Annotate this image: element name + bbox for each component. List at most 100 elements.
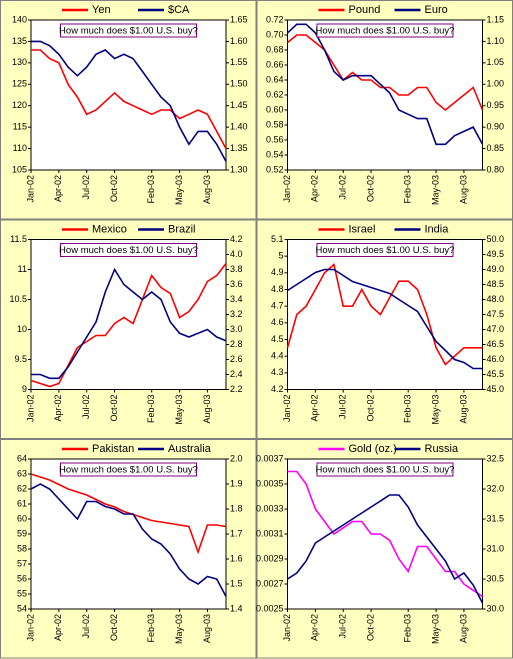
y2-tick-label: 47.5: [487, 309, 505, 319]
x-tick-label: Jul-02: [81, 175, 91, 200]
y-tick-label: 63: [17, 468, 27, 478]
x-tick-label: Feb-03: [146, 175, 156, 204]
x-tick-label: Jan-02: [282, 614, 292, 642]
y2-tick-label: 31.5: [487, 513, 505, 523]
plot-area: [287, 19, 483, 171]
x-tick-label: Feb-03: [146, 395, 156, 424]
x-tick-label: Apr-02: [53, 395, 63, 422]
y2-tick-label: 1.5: [230, 578, 243, 588]
y-tick-label: 64: [17, 453, 27, 463]
x-tick-label: Apr-02: [53, 614, 63, 641]
x-tick-label: Apr-02: [310, 614, 320, 641]
plot-area: [30, 239, 227, 390]
y2-tick-label: 0.85: [487, 143, 505, 153]
y-tick-label: 0.56: [266, 134, 284, 144]
y-tick-label: 10.5: [9, 294, 27, 304]
x-tick-label: Apr-02: [310, 395, 320, 422]
x-tick-label: Jul-02: [338, 175, 348, 200]
y2-tick-label: 1.7: [230, 528, 243, 538]
y2-tick-label: 1.10: [487, 36, 505, 46]
plot-area: [287, 458, 483, 610]
y-tick-label: 0.0037: [256, 453, 284, 463]
legend-label: Russia: [425, 443, 460, 455]
y2-tick-label: 45.5: [487, 369, 505, 379]
y-tick-label: 4.3: [271, 367, 284, 377]
y-tick-label: 11: [18, 264, 27, 274]
y-tick-label: 0.72: [266, 14, 284, 24]
y2-tick-label: 1.60: [230, 36, 248, 46]
annotation: How much does $1.00 U.S. buy?: [59, 26, 198, 37]
y2-tick-label: 30.0: [487, 603, 505, 613]
y-tick-label: 55: [17, 588, 27, 598]
y-tick-label: 11.5: [10, 234, 27, 244]
legend-label: Yen: [92, 4, 111, 16]
x-tick-label: Oct-02: [109, 175, 119, 202]
y2-tick-label: 32.5: [487, 453, 505, 463]
y-tick-label: 4.6: [271, 317, 284, 327]
x-tick-label: Oct-02: [365, 175, 375, 202]
y-tick-label: 4.8: [271, 284, 284, 294]
x-tick-label: May-03: [430, 395, 440, 425]
series-line: [287, 494, 484, 604]
y-tick-label: 62: [17, 483, 27, 493]
x-tick-label: Aug-03: [202, 614, 212, 643]
y-tick-label: 135: [12, 36, 27, 46]
y2-tick-label: 1.8: [230, 503, 243, 513]
legend-label: Brazil: [168, 223, 196, 235]
y-tick-label: 0.0035: [256, 478, 284, 488]
y-tick-label: 59: [17, 528, 27, 538]
x-tick-label: Jul-02: [338, 395, 348, 420]
y2-tick-label: 3.0: [230, 324, 243, 334]
annotation-box: [316, 243, 454, 257]
y-tick-label: 110: [13, 143, 27, 153]
x-tick-label: May-03: [430, 614, 440, 644]
legend-label: Pakistan: [92, 443, 134, 455]
y-tick-label: 5.1: [271, 234, 284, 244]
y-tick-label: 125: [12, 79, 27, 89]
y2-tick-label: 0.80: [487, 164, 505, 174]
series-line: [286, 23, 484, 146]
annotation-box: [60, 23, 197, 38]
series-line: [30, 263, 227, 388]
y2-tick-label: 1.55: [230, 57, 248, 67]
legend-label: Australia: [168, 443, 212, 455]
y2-tick-label: 32.0: [487, 483, 505, 493]
y-tick-label: 56: [17, 573, 27, 583]
y2-tick-label: 2.6: [230, 354, 243, 364]
y-tick-label: 5: [278, 251, 283, 261]
y2-tick-label: 2.8: [230, 339, 243, 349]
y2-tick-label: 1.65: [230, 14, 248, 24]
y-tick-label: 130: [12, 57, 27, 67]
legend-label: Mexico: [92, 223, 127, 235]
y-tick-label: 0.62: [266, 89, 284, 99]
annotation-box: [316, 462, 454, 477]
series-line: [31, 40, 227, 162]
x-tick-label: Feb-03: [403, 175, 413, 204]
y-tick-label: 60: [17, 513, 27, 523]
annotation: How much does $1.00 U.S. buy?: [59, 465, 198, 476]
annotation-box: [60, 243, 197, 257]
y2-tick-label: 31.0: [487, 543, 505, 553]
plot-area: [30, 19, 227, 171]
y2-tick-label: 45.0: [487, 384, 505, 394]
y2-tick-label: 49.5: [487, 249, 505, 259]
y-tick-label: 9: [22, 384, 27, 394]
y-tick-label: 140: [12, 14, 27, 24]
x-tick-label: Feb-03: [146, 614, 156, 643]
x-tick-label: Jul-02: [81, 395, 91, 420]
y2-tick-label: 3.4: [230, 294, 243, 304]
y-tick-label: 0.0029: [256, 553, 284, 563]
plot-area: [30, 458, 227, 610]
y-tick-label: 4.9: [271, 267, 284, 277]
plot-area: [287, 239, 483, 390]
y2-tick-label: 50.0: [487, 234, 505, 244]
y-tick-label: 0.66: [266, 59, 284, 69]
x-tick-label: Jan-02: [25, 614, 35, 642]
series-line: [286, 34, 484, 112]
y2-tick-label: 3.2: [230, 309, 243, 319]
y2-tick-label: 1.30: [230, 164, 248, 174]
x-tick-label: Jan-02: [282, 175, 292, 203]
y-tick-label: 61: [17, 498, 27, 508]
y2-tick-label: 48.0: [487, 294, 505, 304]
y-tick-label: 105: [12, 164, 27, 174]
